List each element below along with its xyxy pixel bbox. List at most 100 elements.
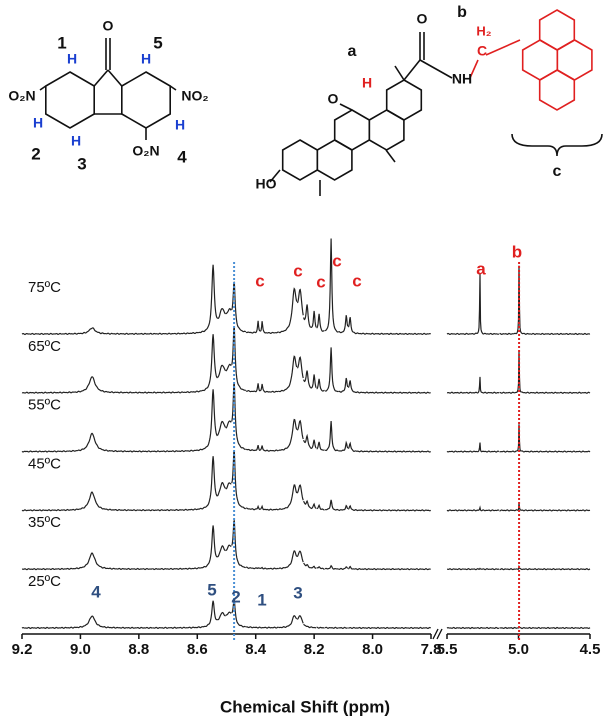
bond [419, 59, 453, 79]
atom-label: NH [452, 71, 472, 87]
spectrum-peak [310, 310, 317, 328]
spectrum-peak [316, 378, 325, 392]
spectrum-peak [348, 626, 432, 630]
spectrum-peak [324, 626, 339, 629]
spectrum-peak [446, 567, 500, 571]
spectrum-peak [152, 334, 218, 394]
spectrum-peak [338, 504, 349, 512]
peak-annotation: c [293, 261, 302, 280]
spectrum-peak [316, 441, 325, 451]
x-tick-label: 9.2 [12, 641, 33, 658]
spectrum-peak [324, 347, 339, 393]
spectrum-peak [278, 550, 298, 570]
spectrum-peak [246, 626, 261, 629]
atom-label: H [33, 115, 43, 131]
x-tick-label: 8.2 [304, 641, 325, 658]
peak-annotation: a [476, 259, 486, 278]
spectrum-peak [303, 623, 311, 629]
atom-label: c [553, 163, 562, 180]
atom-label: C [477, 43, 487, 59]
x-tick-label: 8.4 [245, 641, 267, 658]
peak-annotation: c [316, 272, 325, 291]
spectrum-peak [303, 433, 312, 449]
atom-label: H [67, 51, 77, 67]
spectrum-peak [225, 482, 232, 490]
peak-annotation: 4 [91, 582, 101, 601]
spectrum-peak [303, 304, 312, 328]
spectrum-peak [225, 611, 232, 616]
spectrum-peak [152, 456, 218, 512]
peak-annotation: c [332, 251, 341, 270]
atom-label: 3 [77, 154, 86, 173]
spectrum-peak [296, 484, 304, 501]
spectrum-peak [338, 377, 349, 393]
spectrum-peak [21, 615, 153, 630]
spectrum-peak [21, 327, 153, 336]
ring [281, 139, 319, 181]
ring [538, 69, 576, 111]
atom-label: O [328, 91, 339, 107]
series-label: 75ºC [28, 279, 61, 296]
spectrum-peak [325, 499, 339, 511]
atom-label: 1 [57, 33, 66, 52]
spectrum-peak [499, 265, 591, 336]
x-tick-label: 8.0 [362, 641, 383, 658]
brace [511, 133, 603, 157]
spectrum-peak [217, 545, 226, 558]
spectrum-peak [310, 626, 317, 629]
spectrum-peak [296, 550, 304, 563]
spectrum-peak [245, 504, 261, 511]
spectrum-peak [225, 420, 232, 429]
series-label: 25ºC [28, 573, 61, 590]
spectrum-peak [217, 482, 227, 497]
spectrum-peak [259, 383, 279, 393]
spectrum-peak [296, 288, 304, 316]
spectrum-peak [316, 565, 325, 570]
spectrum-peak [21, 552, 153, 571]
spectrum-peak [499, 626, 591, 630]
ring [385, 79, 423, 121]
ring [368, 109, 405, 151]
x-tick-label: 8.6 [187, 641, 208, 658]
peak-annotation: c [352, 271, 361, 290]
spectrum-peak [21, 376, 153, 394]
spectrum-peak [446, 376, 500, 394]
bond [385, 149, 396, 163]
spectrum-peak [316, 313, 325, 332]
bond [107, 69, 123, 87]
ring [316, 139, 353, 181]
spectrum-peak [259, 626, 279, 629]
spectrum-peak [446, 442, 500, 453]
bond [469, 59, 479, 79]
x-axis-title: Chemical Shift (ppm) [220, 697, 390, 716]
atom-label: b [457, 4, 467, 21]
spectrum-peak [310, 374, 317, 389]
peak-annotation: c [255, 271, 264, 290]
atom-label: 5 [153, 33, 162, 52]
atom-label: H [175, 117, 185, 133]
atom-label: O [417, 11, 428, 27]
peak-annotation: 1 [257, 590, 266, 609]
spectrum-peak [259, 504, 279, 511]
x-tick-label: 7.8 [421, 641, 442, 658]
spectrum-peak [499, 351, 591, 394]
bond [403, 59, 421, 81]
spectrum-peak [245, 320, 261, 334]
atom-label: O₂N [132, 143, 159, 159]
ring [44, 71, 95, 129]
atom-label: H [71, 133, 81, 149]
spectrum-peak [446, 273, 500, 336]
spectrum-peak [21, 432, 153, 453]
atom-label: H₂ [476, 23, 491, 38]
atom-label: H [362, 75, 372, 91]
bond [485, 39, 521, 56]
spectrum-peak [225, 363, 232, 372]
spectrum-peak [152, 600, 218, 629]
bond [169, 85, 177, 91]
spectrum-peak [347, 504, 432, 512]
x-tick-label: 4.5 [580, 641, 601, 658]
spectrum-peak [324, 421, 339, 452]
spectrum-peak [310, 502, 317, 510]
bond [394, 65, 405, 81]
